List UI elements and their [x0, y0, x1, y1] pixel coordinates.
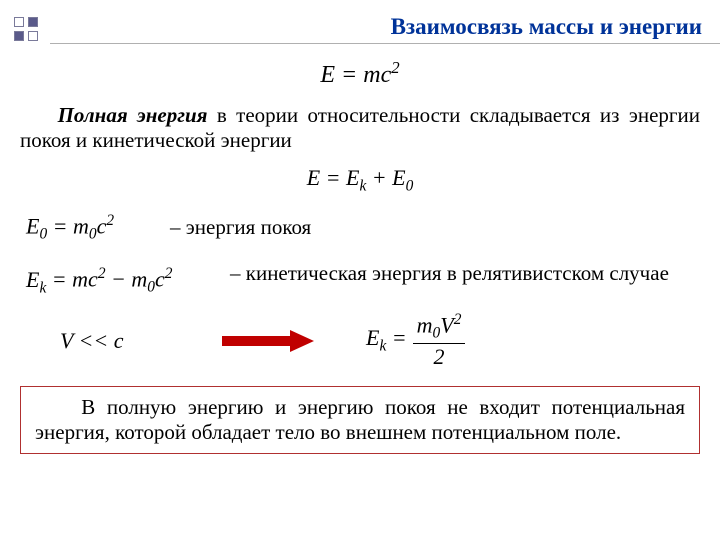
condition-low-velocity: V << c: [60, 328, 170, 354]
formula-mass-energy: E = mc2: [20, 58, 700, 89]
header-bar: Взаимосвязь массы и энергии: [0, 14, 720, 44]
content-area: E = mc2 Полная энергия в теории относите…: [20, 58, 700, 454]
row-classical-limit: V << c Ek = m0V2 2: [60, 311, 700, 370]
note-potential-energy: В полную энергию и энергию покоя не вход…: [20, 386, 700, 454]
page-title: Взаимосвязь массы и энергии: [50, 14, 720, 44]
row-rest-energy: E0 = m0c2 – энергия покоя: [26, 212, 700, 244]
term-total-energy: Полная энергия: [58, 103, 208, 127]
decorative-squares: [14, 17, 38, 41]
note-text: В полную энергию и энергию покоя не вход…: [35, 395, 685, 444]
formula-energy-sum: E = Ek + E0: [20, 165, 700, 195]
row-kinetic-energy: Ek = mc2 − m0c2 – кинетическая энергия в…: [26, 261, 700, 297]
arrow-icon: [220, 328, 316, 354]
paragraph-intro: Полная энергия в теории относительности …: [20, 103, 700, 153]
label-kinetic-energy: – кинетическая энергия в релятивист­ском…: [226, 261, 700, 286]
formula-classical-kinetic: Ek = m0V2 2: [366, 311, 465, 370]
formula-rest-energy: E0 = m0c2: [26, 212, 156, 244]
formula-kinetic-energy: Ek = mc2 − m0c2: [26, 261, 226, 297]
label-rest-energy: – энергия покоя: [170, 215, 311, 240]
